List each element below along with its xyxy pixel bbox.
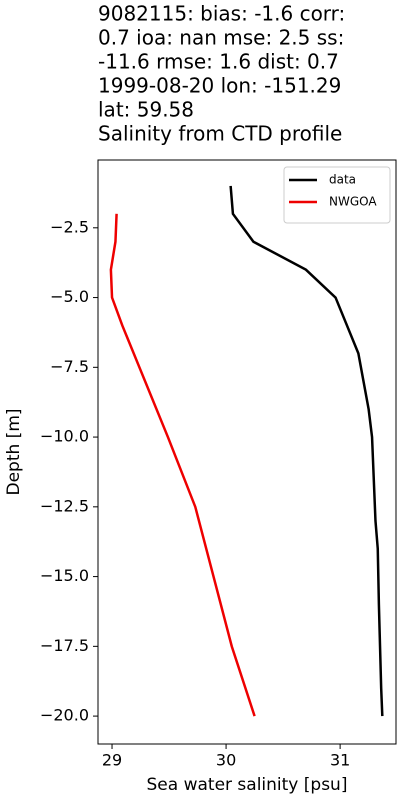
y-tick-label: −12.5 — [40, 496, 89, 515]
chart-title: lat: 59.58 — [98, 98, 194, 122]
chart-title: -11.6 rmse: 1.6 dist: 0.7 — [98, 50, 339, 74]
legend-label: data — [329, 173, 356, 187]
chart-title: 1999-08-20 lon: -151.29 — [98, 74, 341, 98]
chart-title: 9082115: bias: -1.6 corr: — [98, 2, 345, 26]
y-axis-label: Depth [m] — [4, 408, 24, 495]
x-tick-label: 29 — [102, 751, 122, 770]
y-tick-label: −7.5 — [50, 357, 89, 376]
y-tick-label: −20.0 — [40, 706, 89, 725]
y-tick-label: −17.5 — [40, 636, 89, 655]
plot-frame — [97, 159, 397, 745]
y-tick-label: −5.0 — [50, 287, 89, 306]
data-line — [109, 213, 256, 717]
chart-title: Salinity from CTD profile — [98, 122, 342, 146]
x-axis-label: Sea water salinity [psu] — [147, 775, 348, 795]
data-line — [229, 185, 384, 717]
chart-title: 0.7 ioa: nan mse: 2.5 ss: — [98, 26, 344, 50]
y-tick-label: −15.0 — [40, 566, 89, 585]
y-tick-label: −10.0 — [40, 427, 89, 446]
legend-label: NWGOA — [329, 195, 377, 209]
x-tick-label: 31 — [330, 751, 350, 770]
y-tick-label: −2.5 — [50, 217, 89, 236]
x-tick-label: 30 — [216, 751, 236, 770]
